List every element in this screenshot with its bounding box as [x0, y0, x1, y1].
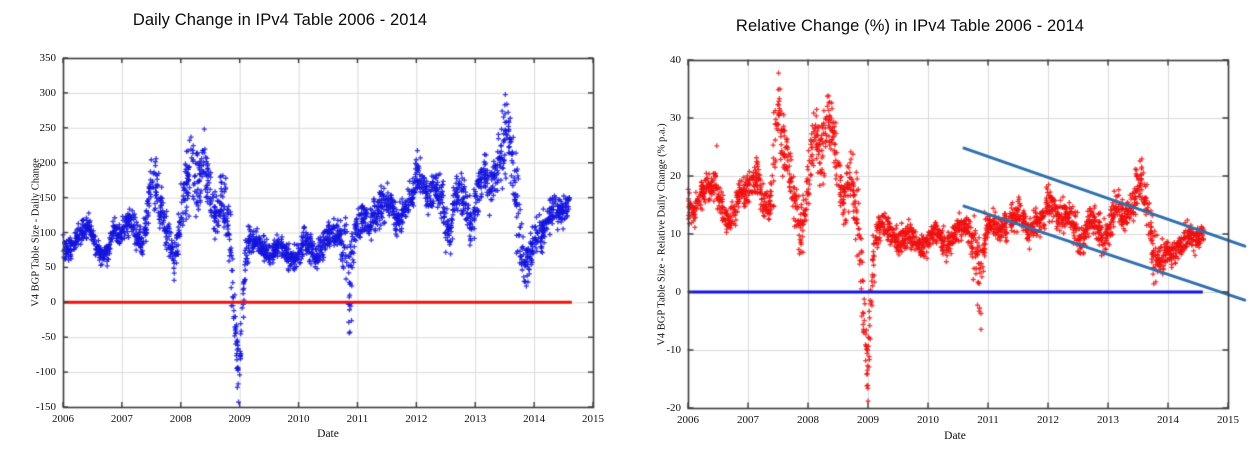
- x-tick-label: 2014: [523, 413, 546, 425]
- y-tick-label: -100: [35, 366, 56, 379]
- y-tick-label: 0: [675, 286, 682, 298]
- x-tick-label: 2009: [228, 413, 251, 425]
- x-tick-label: 2006: [677, 414, 699, 426]
- y-tick-label: -10: [666, 344, 681, 356]
- y-tick-label: -20: [666, 402, 681, 414]
- x-tick-label: 2008: [169, 413, 192, 425]
- x-tick-label: 2008: [797, 414, 819, 426]
- y-tick-label: 200: [39, 156, 57, 169]
- y-tick-label: 150: [39, 191, 57, 204]
- y-tick-label: 20: [670, 170, 681, 182]
- relative-change-chart-panel: Relative Change (%) in IPv4 Table 2006 -…: [627, 0, 1254, 462]
- y-tick-label: 0: [50, 296, 57, 309]
- x-tick-label: 2010: [287, 413, 310, 425]
- relative-change-plot-canvas: [627, 0, 1254, 462]
- y-tick-label: 250: [39, 121, 57, 134]
- y-tick-label: 10: [670, 228, 681, 240]
- x-tick-label: 2011: [977, 414, 999, 426]
- daily-change-chart-panel: Daily Change in IPv4 Table 2006 - 2014 V…: [0, 0, 627, 462]
- y-tick-label: 100: [39, 226, 57, 239]
- y-tick-label: -50: [41, 331, 56, 344]
- y-tick-label: 350: [39, 52, 57, 64]
- daily-change-x-axis-label: Date: [317, 428, 339, 440]
- x-tick-label: 2015: [1217, 414, 1239, 426]
- relative-change-x-axis-label: Date: [944, 430, 966, 442]
- x-tick-label: 2007: [110, 413, 133, 425]
- x-tick-label: 2009: [857, 414, 879, 426]
- x-tick-label: 2011: [346, 413, 369, 425]
- y-tick-label: -150: [35, 401, 56, 413]
- y-tick-label: 300: [39, 86, 57, 99]
- x-tick-label: 2013: [464, 413, 487, 425]
- x-tick-label: 2012: [405, 413, 428, 425]
- x-tick-label: 2010: [917, 414, 939, 426]
- x-tick-label: 2013: [1097, 414, 1119, 426]
- y-tick-label: 30: [670, 112, 681, 124]
- x-tick-label: 2015: [582, 413, 604, 425]
- y-tick-label: 50: [45, 261, 56, 274]
- y-tick-label: 40: [670, 54, 681, 66]
- x-tick-label: 2007: [737, 414, 759, 426]
- x-tick-label: 2006: [52, 413, 74, 425]
- x-tick-label: 2014: [1157, 414, 1179, 426]
- x-tick-label: 2012: [1037, 414, 1059, 426]
- daily-change-plot-canvas: [0, 0, 627, 462]
